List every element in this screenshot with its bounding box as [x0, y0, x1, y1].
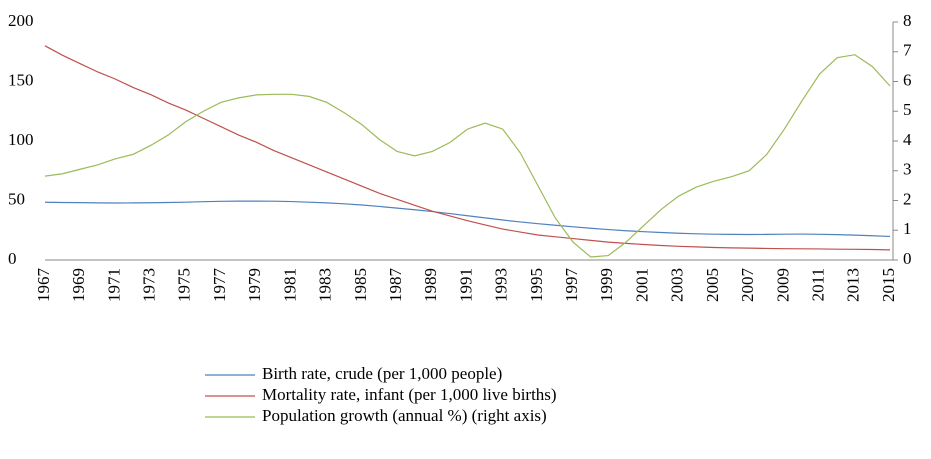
x-tick-label: 1999	[597, 268, 616, 302]
legend-label: Mortality rate, infant (per 1,000 live b…	[262, 385, 557, 404]
x-tick-label: 2009	[773, 268, 792, 302]
x-tick-label: 1969	[69, 268, 88, 302]
x-tick-label: 1971	[104, 268, 123, 302]
x-tick-label: 2001	[632, 268, 651, 302]
series-line	[44, 200, 891, 238]
x-tick-label: 1967	[34, 268, 53, 303]
x-tick-label: 2011	[808, 268, 827, 301]
x-tick-label: 2013	[844, 268, 863, 302]
y2-tick-label: 3	[903, 160, 912, 179]
x-tick-label: 1989	[421, 268, 440, 302]
x-tick-label: 2007	[738, 268, 757, 303]
y2-tick-label: 0	[903, 249, 912, 268]
x-tick-label: 1995	[527, 268, 546, 302]
x-tick-label: 1979	[245, 268, 264, 302]
x-tick-label: 1985	[351, 268, 370, 302]
x-tick-label: 1991	[456, 268, 475, 302]
y-tick-label: 50	[8, 189, 25, 208]
x-tick-label: 1981	[280, 268, 299, 302]
y2-tick-label: 8	[903, 11, 912, 30]
x-tick-label: 1973	[140, 268, 159, 302]
y-tick-label: 0	[8, 249, 17, 268]
x-tick-label: 1993	[492, 268, 511, 302]
x-tick-label: 1977	[210, 268, 229, 303]
x-tick-label: 2003	[668, 268, 687, 302]
y2-tick-label: 7	[903, 41, 912, 60]
y2-tick-label: 1	[903, 219, 912, 238]
series-line	[44, 45, 891, 251]
x-tick-label: 1997	[562, 268, 581, 303]
legend-label: Birth rate, crude (per 1,000 people)	[262, 364, 502, 383]
y-tick-label: 100	[8, 130, 34, 149]
y-tick-label: 150	[8, 70, 34, 89]
y2-tick-label: 5	[903, 100, 912, 119]
legend-label: Population growth (annual %) (right axis…	[262, 406, 547, 425]
x-tick-label: 1987	[386, 268, 405, 303]
x-tick-label: 2015	[879, 268, 898, 302]
x-tick-label: 2005	[703, 268, 722, 302]
series-line	[44, 54, 891, 258]
x-tick-label: 1983	[316, 268, 335, 302]
y2-tick-label: 4	[903, 130, 912, 149]
y2-tick-label: 2	[903, 189, 912, 208]
y2-tick-label: 6	[903, 70, 912, 89]
x-tick-label: 1975	[175, 268, 194, 302]
y-tick-label: 200	[8, 11, 34, 30]
